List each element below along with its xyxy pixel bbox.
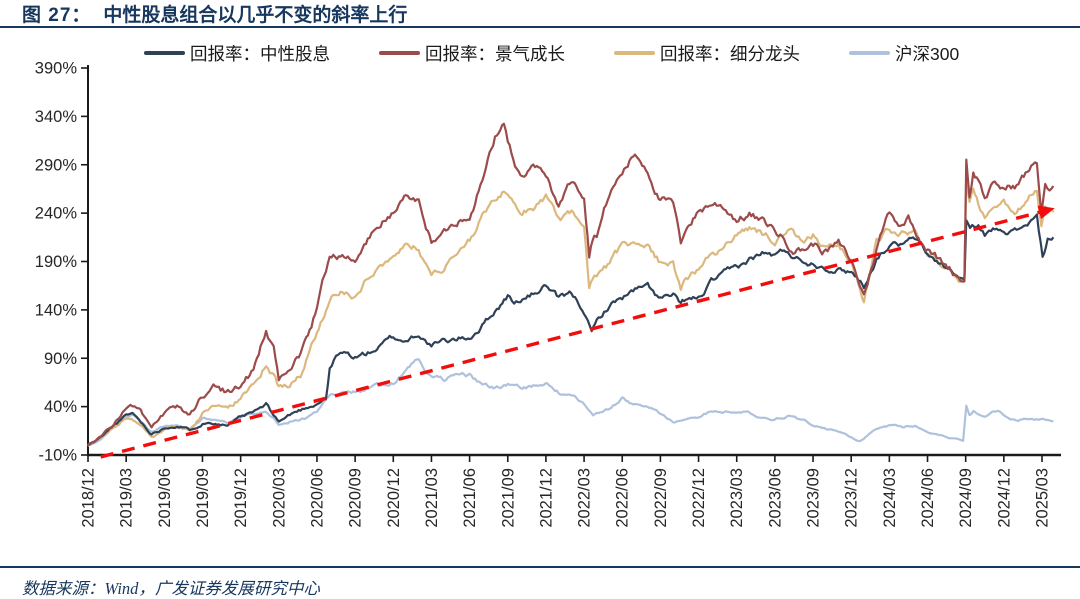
legend-item-boom-growth: 回报率：景气成长 <box>379 41 565 66</box>
svg-text:2024/03: 2024/03 <box>881 468 899 528</box>
svg-text:2020/09: 2020/09 <box>347 468 365 528</box>
svg-text:90%: 90% <box>44 350 77 368</box>
svg-text:2025/03: 2025/03 <box>1034 468 1052 528</box>
legend-label: 回报率：景气成长 <box>425 43 565 64</box>
svg-text:2020/06: 2020/06 <box>308 468 326 528</box>
page-title: 中性股息组合以几乎不变的斜率上行 <box>103 4 408 26</box>
svg-text:2024/12: 2024/12 <box>995 468 1013 528</box>
legend-label: 沪深300 <box>895 43 960 64</box>
svg-text:40%: 40% <box>44 398 77 416</box>
legend-item-segment-leaders: 回报率：细分龙头 <box>614 41 800 66</box>
svg-text:140%: 140% <box>35 301 78 319</box>
svg-text:290%: 290% <box>35 156 78 174</box>
svg-text:2018/12: 2018/12 <box>80 468 98 528</box>
figure-number: 图 27： <box>22 4 92 26</box>
line-swatch-icon <box>614 51 655 55</box>
svg-text:2021/06: 2021/06 <box>461 468 479 528</box>
svg-text:2022/09: 2022/09 <box>652 468 670 528</box>
chart-legend: 回报率：中性股息 回报率：景气成长 回报率：细分龙头 沪深300 <box>144 42 959 64</box>
legend-item-neutral-dividend: 回报率：中性股息 <box>144 41 330 66</box>
svg-text:2019/12: 2019/12 <box>232 468 250 528</box>
svg-text:190%: 190% <box>35 253 78 271</box>
svg-text:2023/12: 2023/12 <box>843 468 861 528</box>
svg-text:2020/12: 2020/12 <box>385 468 403 528</box>
line-swatch-icon <box>144 51 185 55</box>
svg-text:2022/12: 2022/12 <box>690 468 708 528</box>
svg-text:2021/03: 2021/03 <box>423 468 441 528</box>
data-source-note: 数据来源：Wind，广发证券发展研究中心 <box>0 566 1080 599</box>
svg-text:2021/09: 2021/09 <box>499 468 517 528</box>
svg-text:2019/06: 2019/06 <box>156 468 174 528</box>
svg-text:2021/12: 2021/12 <box>537 468 555 528</box>
svg-text:2023/06: 2023/06 <box>766 468 784 528</box>
svg-text:2019/09: 2019/09 <box>194 468 212 528</box>
svg-text:340%: 340% <box>35 108 78 126</box>
legend-label: 回报率：中性股息 <box>190 43 330 64</box>
svg-text:240%: 240% <box>35 205 78 223</box>
line-swatch-icon <box>849 51 890 55</box>
svg-text:390%: 390% <box>35 60 78 78</box>
svg-text:2024/06: 2024/06 <box>919 468 937 528</box>
legend-label: 回报率：细分龙头 <box>660 43 800 64</box>
svg-text:2019/03: 2019/03 <box>118 468 136 528</box>
svg-text:2022/06: 2022/06 <box>614 468 632 528</box>
svg-text:2020/03: 2020/03 <box>270 468 288 528</box>
legend-item-csi300: 沪深300 <box>849 41 959 66</box>
svg-text:2023/09: 2023/09 <box>805 468 823 528</box>
svg-text:2023/03: 2023/03 <box>728 468 746 528</box>
figure-header: 图 27： 中性股息组合以几乎不变的斜率上行 <box>0 0 1080 28</box>
svg-text:2022/03: 2022/03 <box>576 468 594 528</box>
svg-text:-10%: -10% <box>38 447 77 465</box>
line-swatch-icon <box>379 51 420 55</box>
svg-text:2024/09: 2024/09 <box>957 468 975 528</box>
